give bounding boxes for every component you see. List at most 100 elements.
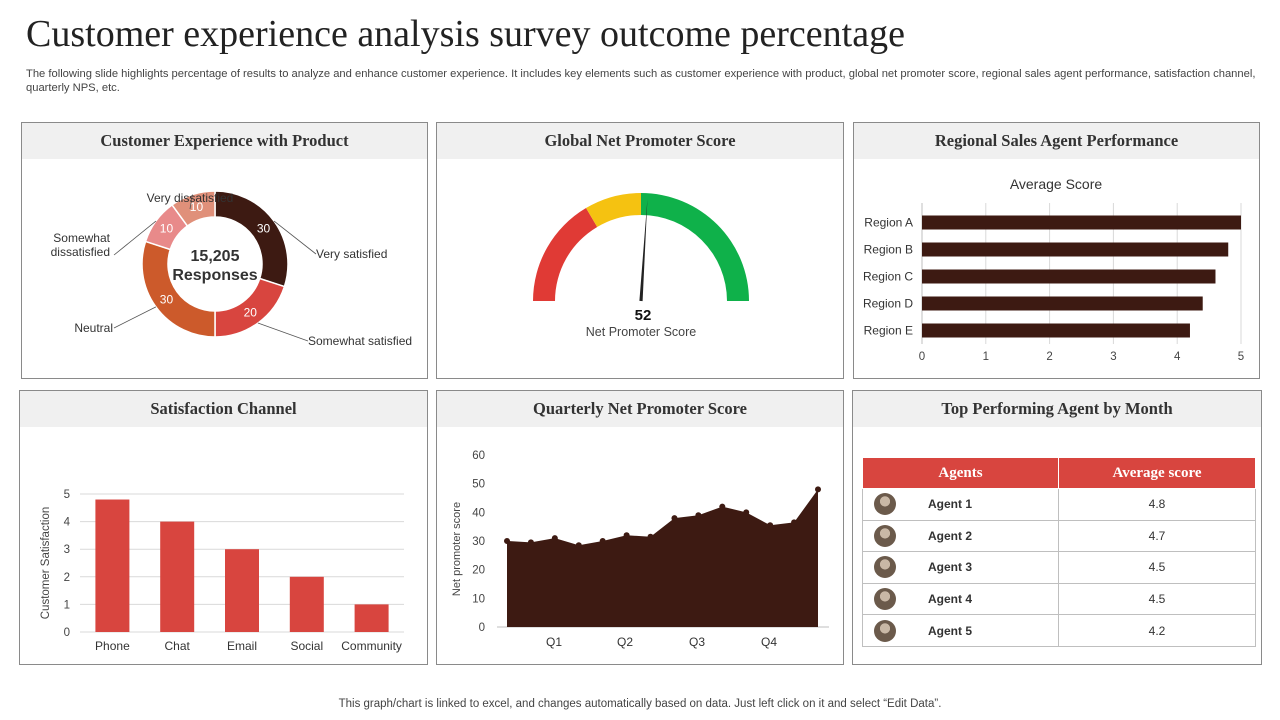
agents-column-header[interactable]: Agents <box>862 457 1059 489</box>
donut-leader-line <box>113 306 157 329</box>
donut-leader-line <box>189 194 193 210</box>
area-data-point <box>623 532 630 539</box>
donut-category-label: Very satisfied <box>316 247 387 261</box>
hbar-bar-region-b <box>922 242 1229 257</box>
quarterly-nps-panel[interactable]: Quarterly Net Promoter Score 0 10 20 30 40 50… <box>436 390 844 665</box>
area-series-fill <box>507 489 818 627</box>
area-data-point <box>815 486 821 493</box>
table-row[interactable]: Agent 5 4.2 <box>862 614 1256 647</box>
donut-category-label: Somewhat satisfied <box>308 334 412 348</box>
agent-cell: Agent 5 <box>862 614 1059 647</box>
table-row[interactable]: Agent 2 4.7 <box>862 519 1256 553</box>
area-data-point <box>599 538 606 544</box>
donut-slice-very-dissatisfied <box>171 190 216 228</box>
hbar-x-tick-label: 0 <box>919 351 925 363</box>
hbar-category-label: Region B <box>864 243 913 257</box>
gauge-label: Net Promoter Score <box>586 325 697 339</box>
table-row[interactable]: Agent 4 4.5 <box>862 582 1256 616</box>
hbar-x-tick-label: 3 <box>1110 351 1116 363</box>
area-y-tick-label: 0 <box>479 622 485 634</box>
avatar <box>874 588 896 611</box>
gauge-value: 52 <box>635 307 652 324</box>
area-y-tick-label: 50 <box>472 479 485 491</box>
donut-value-label: 30 <box>257 222 271 236</box>
hbar-bar-region-a <box>922 215 1241 230</box>
hbar-x-tick-label: 1 <box>983 351 989 363</box>
donut-value-label: 20 <box>244 306 258 320</box>
donut-chart[interactable]: 30 Very satisfied 20 Somewhat satisfied 30 Ne… <box>22 159 428 379</box>
product-experience-panel[interactable]: Customer Experience with Product 30 Very … <box>21 122 428 379</box>
area-data-point <box>695 512 702 519</box>
hbar-category-label: Region D <box>863 297 913 311</box>
gauge-band-2 <box>641 193 749 301</box>
top-agents-panel[interactable]: Top Performing Agent by Month Agents Ave… <box>852 390 1262 665</box>
vbar-category-label: Chat <box>165 639 191 653</box>
area-data-point <box>743 509 750 516</box>
satisfaction-channel-title: Satisfaction Channel <box>20 391 427 427</box>
quarterly-area-chart[interactable]: 0 10 20 30 40 50 60 Q1 Q2 Q3 Q4 Net promoter score <box>437 427 844 665</box>
nps-gauge-title: Global Net Promoter Score <box>437 123 843 159</box>
score-cell: 4.8 <box>1058 488 1256 521</box>
nps-gauge-panel[interactable]: Global Net Promoter Score 52 Net Promoter… <box>436 122 844 379</box>
donut-category-label: Neutral <box>74 321 113 335</box>
donut-value-label: 10 <box>160 222 174 236</box>
donut-value-label: 10 <box>190 200 204 214</box>
area-x-tick-label: Q3 <box>689 635 705 649</box>
agent-name: Agent 5 <box>928 623 973 638</box>
hbar-chart-title: Average Score <box>1010 176 1103 192</box>
hbar-category-label: Region A <box>864 216 913 230</box>
vbar-y-tick-label: 5 <box>64 489 70 501</box>
avatar <box>874 493 896 516</box>
score-cell: 4.5 <box>1058 551 1256 584</box>
agents-table[interactable]: Agents Average score Agent 1 4.8 Agent 2… <box>862 457 1256 647</box>
regional-bar-chart[interactable]: Average Score 0 1 2 3 4 5 Region A Region B Regio… <box>854 159 1260 379</box>
table-row[interactable]: Agent 1 4.8 <box>862 488 1256 521</box>
donut-leader-line <box>113 220 157 256</box>
agent-name: Agent 1 <box>928 497 973 512</box>
hbar-category-label: Region C <box>863 270 913 284</box>
regional-performance-panel[interactable]: Regional Sales Agent Performance Average… <box>853 122 1260 379</box>
gauge-band-0 <box>533 208 598 301</box>
hbar-bar-region-c <box>922 269 1216 284</box>
area-data-point <box>671 515 678 522</box>
gauge-band-1 <box>586 193 641 227</box>
score-column-header[interactable]: Average score <box>1058 457 1256 489</box>
vbar-y-tick-label: 4 <box>64 517 71 529</box>
donut-category-label: Somewhat dissatisfied <box>51 231 111 259</box>
vbar-bar-phone <box>95 499 130 632</box>
area-x-tick-label: Q4 <box>761 635 777 649</box>
table-header-row: Agents Average score <box>862 457 1256 489</box>
donut-leader-line <box>257 322 309 342</box>
area-y-tick-label: 20 <box>472 565 485 577</box>
regional-performance-title: Regional Sales Agent Performance <box>854 123 1259 159</box>
donut-leader-line <box>273 220 317 255</box>
area-y-tick-label: 30 <box>472 536 485 548</box>
vbar-y-tick-label: 1 <box>64 599 70 611</box>
area-data-point <box>719 503 726 510</box>
vbar-y-axis-title: Customer Satisfaction <box>40 507 52 620</box>
area-data-point <box>504 538 510 544</box>
vbar-category-label: Community <box>341 639 402 653</box>
donut-value-label: 30 <box>160 292 174 306</box>
satisfaction-channel-panel[interactable]: Satisfaction Channel 0 1 2 3 4 5 Phone Chat Emai… <box>19 390 428 665</box>
agent-cell: Agent 2 <box>862 519 1059 553</box>
vbar-bar-community <box>354 604 389 632</box>
quarterly-nps-title: Quarterly Net Promoter Score <box>437 391 843 427</box>
vbar-y-tick-label: 2 <box>64 572 70 584</box>
area-data-point <box>527 539 534 546</box>
avatar <box>874 619 896 642</box>
vbar-bar-chat <box>160 521 195 632</box>
hbar-bar-region-d <box>922 296 1203 311</box>
area-data-point <box>767 522 774 529</box>
donut-center-label: Responses <box>172 267 257 284</box>
agent-name: Agent 3 <box>928 560 973 575</box>
product-experience-title: Customer Experience with Product <box>22 123 427 159</box>
table-row[interactable]: Agent 3 4.5 <box>862 551 1256 584</box>
agent-cell: Agent 1 <box>862 488 1059 521</box>
agent-cell: Agent 3 <box>862 551 1059 584</box>
score-cell: 4.7 <box>1058 519 1256 553</box>
channel-bar-chart[interactable]: 0 1 2 3 4 5 Phone Chat Email Social Community Custo… <box>20 427 428 665</box>
hbar-x-tick-label: 5 <box>1238 351 1244 363</box>
agent-name: Agent 4 <box>928 592 973 607</box>
